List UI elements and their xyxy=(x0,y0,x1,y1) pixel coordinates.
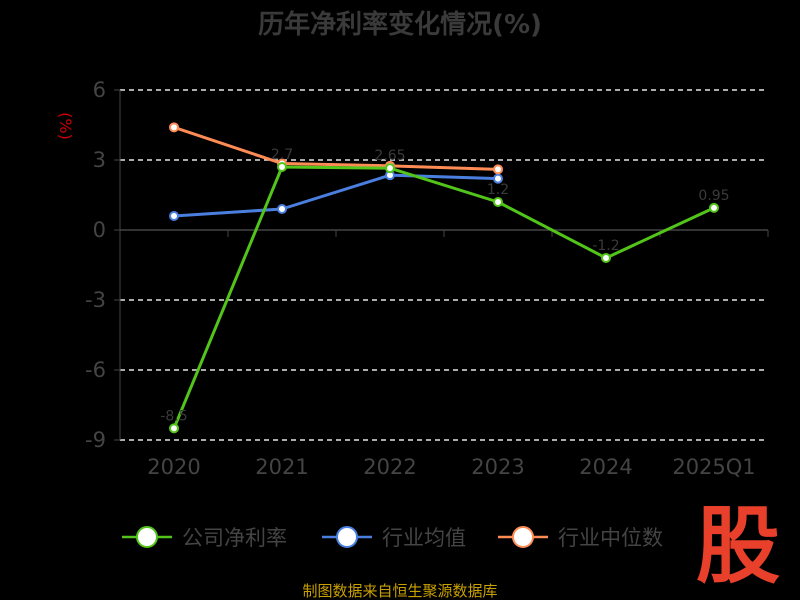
legend-marker xyxy=(512,526,534,548)
series-layer: -8.5 2.7 2.65 1.2 -1.2 0.95 xyxy=(160,122,730,434)
data-label: 1.2 xyxy=(487,182,509,198)
data-label: -1.2 xyxy=(592,238,619,254)
data-point xyxy=(493,164,503,175)
x-tick-label: 2024 xyxy=(579,455,632,479)
data-point xyxy=(277,162,287,172)
y-tick-label: 3 xyxy=(93,148,106,172)
y-tick-label: 6 xyxy=(93,78,106,102)
y-tick-label: 0 xyxy=(93,218,106,242)
data-point xyxy=(493,173,503,184)
series-line xyxy=(172,165,715,429)
data-point xyxy=(709,202,719,213)
data-point xyxy=(277,204,287,214)
series-line xyxy=(173,173,499,218)
x-tick-label: 2020 xyxy=(147,455,200,479)
data-point xyxy=(169,423,179,434)
legend-marker xyxy=(336,526,358,548)
series-line xyxy=(173,125,499,171)
data-point xyxy=(385,163,395,174)
x-tick-label: 2022 xyxy=(363,455,416,479)
data-point xyxy=(493,197,503,207)
y-tick-label: -6 xyxy=(85,358,106,382)
x-tick-label: 2021 xyxy=(255,455,308,479)
data-label: 2.7 xyxy=(271,147,293,163)
y-tick-label: -9 xyxy=(85,428,106,452)
data-point xyxy=(169,122,179,133)
source-footer: 制图数据来自恒生聚源数据库 xyxy=(302,582,497,600)
legend: 公司净利率 行业均值 行业中位数 xyxy=(122,526,663,550)
y-tick-label: -3 xyxy=(85,288,106,312)
axes: 6 3 0 -3 -6 -9 2020 2021 2022 2023 2024 2025Q1 xyxy=(85,78,769,479)
legend-label: 公司净利率 xyxy=(182,526,287,550)
x-tick-label: 2023 xyxy=(471,455,524,479)
data-point xyxy=(169,211,179,221)
data-point xyxy=(601,253,611,263)
legend-label: 行业均值 xyxy=(382,526,466,550)
x-tick-label: 2025Q1 xyxy=(672,455,755,479)
y-axis-unit: (%) xyxy=(56,112,75,140)
data-label: 2.65 xyxy=(374,148,405,164)
chart-title: 历年净利率变化情况(%) xyxy=(258,9,542,40)
data-label: 0.95 xyxy=(698,188,729,204)
logo-watermark: 股 xyxy=(696,497,780,595)
legend-label: 行业中位数 xyxy=(558,526,663,550)
data-label: -8.5 xyxy=(160,408,187,424)
legend-marker xyxy=(136,526,158,548)
